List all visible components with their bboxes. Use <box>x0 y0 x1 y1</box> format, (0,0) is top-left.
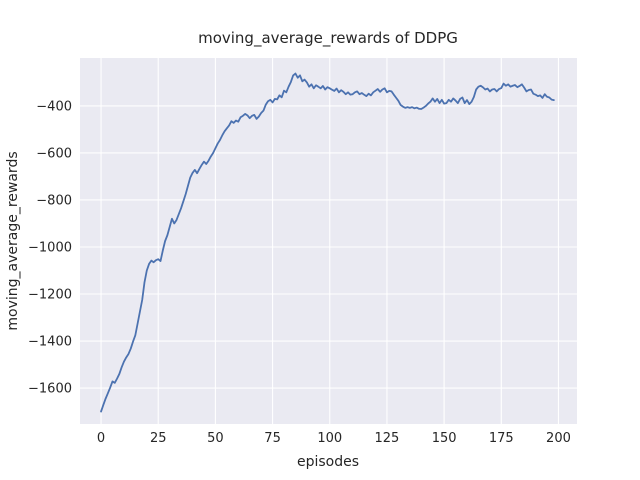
x-tick-label: 175 <box>489 431 514 446</box>
series-layer <box>100 72 555 413</box>
y-tick-label: −1600 <box>28 382 72 397</box>
y-axis-label: moving_average_rewards <box>5 151 21 330</box>
chart-title: moving_average_rewards of DDPG <box>198 29 458 48</box>
x-tick-label: 50 <box>207 431 224 446</box>
tick-layer: 0 25 50 75 100 125 150 175 200 −400 −600 −800 −1000 −… <box>28 99 571 446</box>
y-tick-label: −400 <box>36 99 72 114</box>
y-tick-label: −1000 <box>28 240 72 255</box>
x-tick-label: 25 <box>150 431 167 446</box>
x-tick-label: 200 <box>546 431 571 446</box>
x-tick-label: 75 <box>264 431 281 446</box>
x-tick-label: 125 <box>375 431 400 446</box>
x-tick-label: 0 <box>97 431 105 446</box>
x-axis-label: episodes <box>297 454 359 470</box>
series-line-ddpg <box>100 72 555 413</box>
y-tick-label: −800 <box>36 193 72 208</box>
y-tick-label: −600 <box>36 146 72 161</box>
plot-area <box>80 58 577 424</box>
y-tick-label: −1200 <box>28 288 72 303</box>
x-tick-label: 100 <box>317 431 342 446</box>
grid-layer <box>80 58 577 424</box>
y-tick-label: −1400 <box>28 335 72 350</box>
x-tick-label: 150 <box>432 431 457 446</box>
